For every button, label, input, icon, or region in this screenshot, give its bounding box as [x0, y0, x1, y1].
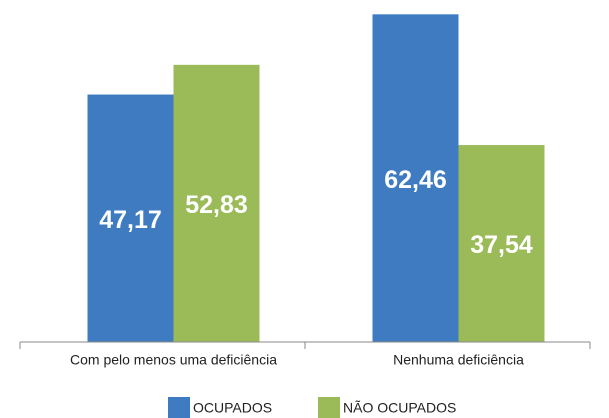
x-tick-label: Nenhuma deficiência	[393, 352, 524, 368]
value-label: 62,46	[384, 166, 447, 194]
x-tick-label: Com pelo menos uma deficiência	[70, 352, 277, 368]
value-label: 47,17	[99, 206, 162, 234]
legend-swatch	[168, 397, 190, 418]
bar	[87, 94, 174, 342]
bar	[372, 14, 459, 343]
value-label: 52,83	[185, 191, 248, 219]
legend-label: OCUPADOS	[193, 400, 272, 416]
bar	[458, 145, 545, 342]
bar	[173, 64, 260, 342]
value-label: 37,54	[470, 231, 533, 259]
legend-label: NÃO OCUPADOS	[343, 400, 456, 416]
legend-swatch	[318, 397, 340, 418]
